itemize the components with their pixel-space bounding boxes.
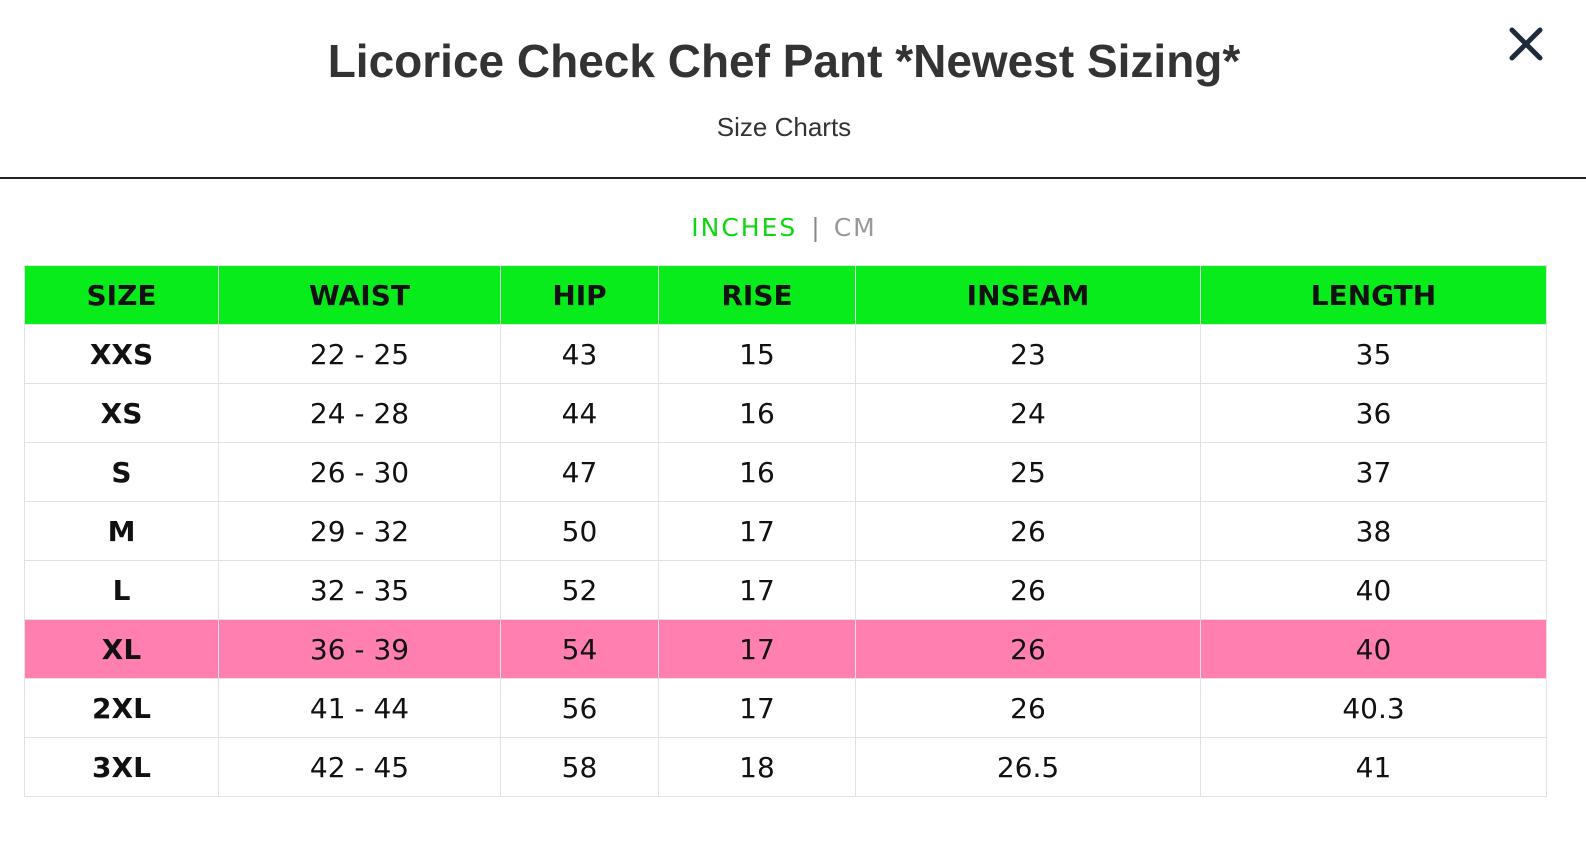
unit-separator: |	[811, 213, 820, 242]
table-cell-inseam: 26	[855, 560, 1201, 620]
table-cell-waist: 41 - 44	[218, 678, 501, 738]
table-body: XXS 22 - 25 43 15 23 35 XS 24 - 28 44 16 24 36 S 26 -…	[24, 324, 1547, 797]
column-header-size: SIZE	[24, 265, 219, 325]
table-cell-rise: 17	[658, 560, 856, 620]
unit-cm-tab[interactable]: CM	[833, 213, 877, 242]
close-button[interactable]	[1502, 20, 1550, 68]
table-cell-hip: 56	[500, 678, 659, 738]
table-cell-length: 37	[1200, 442, 1547, 502]
table-cell-length: 40.3	[1200, 678, 1547, 738]
table-cell-inseam: 23	[855, 324, 1201, 384]
table-cell-waist: 22 - 25	[218, 324, 501, 384]
table-cell-rise: 15	[658, 324, 856, 384]
table-cell-rise: 17	[658, 678, 856, 738]
table-cell-length: 38	[1200, 501, 1547, 561]
table-cell-inseam: 24	[855, 383, 1201, 443]
table-cell-hip: 50	[500, 501, 659, 561]
table-header-row: SIZE WAIST HIP RISE INSEAM LENGTH	[24, 265, 1547, 325]
unit-toggle: INCHES | CM	[0, 210, 1568, 246]
table-cell-hip: 54	[500, 619, 659, 679]
table-cell-hip: 52	[500, 560, 659, 620]
table-cell-waist: 29 - 32	[218, 501, 501, 561]
column-header-inseam: INSEAM	[855, 265, 1201, 325]
table-cell-rise: 17	[658, 501, 856, 561]
table-cell-length: 36	[1200, 383, 1547, 443]
table-row: L 32 - 35 52 17 26 40	[24, 560, 1547, 620]
column-header-length: LENGTH	[1200, 265, 1547, 325]
table-cell-length: 40	[1200, 560, 1547, 620]
table-cell-waist: 32 - 35	[218, 560, 501, 620]
table-cell-waist: 42 - 45	[218, 737, 501, 797]
table-cell-rise: 17	[658, 619, 856, 679]
table-row: XL 36 - 39 54 17 26 40	[24, 619, 1547, 679]
table-cell-size: XS	[24, 383, 219, 443]
table-cell-size: XXS	[24, 324, 219, 384]
table-row: S 26 - 30 47 16 25 37	[24, 442, 1547, 502]
table-cell-waist: 24 - 28	[218, 383, 501, 443]
table-cell-inseam: 26	[855, 619, 1201, 679]
table-cell-size: 2XL	[24, 678, 219, 738]
page-subtitle: Size Charts	[716, 112, 852, 142]
table-cell-size: 3XL	[24, 737, 219, 797]
close-icon	[1509, 27, 1543, 61]
column-header-hip: HIP	[500, 265, 659, 325]
table-cell-inseam: 26	[855, 678, 1201, 738]
column-header-rise: RISE	[658, 265, 856, 325]
table-cell-length: 35	[1200, 324, 1547, 384]
table-cell-size: L	[24, 560, 219, 620]
table-row: 2XL 41 - 44 56 17 26 40.3	[24, 678, 1547, 738]
modal-header: Licorice Check Chef Pant *Newest Sizing*…	[0, 0, 1586, 179]
table-cell-hip: 47	[500, 442, 659, 502]
unit-inches-tab[interactable]: INCHES	[691, 213, 798, 242]
table-cell-inseam: 25	[855, 442, 1201, 502]
table-cell-length: 41	[1200, 737, 1547, 797]
table-row: M 29 - 32 50 17 26 38	[24, 501, 1547, 561]
table-cell-inseam: 26.5	[855, 737, 1201, 797]
column-header-waist: WAIST	[218, 265, 501, 325]
table-cell-size: XL	[24, 619, 219, 679]
page-title: Licorice Check Chef Pant *Newest Sizing*	[327, 35, 1241, 87]
table-cell-rise: 16	[658, 383, 856, 443]
table-row: XS 24 - 28 44 16 24 36	[24, 383, 1547, 443]
table-row: XXS 22 - 25 43 15 23 35	[24, 324, 1547, 384]
table-cell-rise: 16	[658, 442, 856, 502]
table-cell-hip: 43	[500, 324, 659, 384]
table-cell-hip: 44	[500, 383, 659, 443]
table-cell-hip: 58	[500, 737, 659, 797]
table-cell-waist: 26 - 30	[218, 442, 501, 502]
table-row: 3XL 42 - 45 58 18 26.5 41	[24, 737, 1547, 797]
table-cell-rise: 18	[658, 737, 856, 797]
table-cell-length: 40	[1200, 619, 1547, 679]
table-cell-waist: 36 - 39	[218, 619, 501, 679]
table-cell-inseam: 26	[855, 501, 1201, 561]
table-cell-size: S	[24, 442, 219, 502]
table-cell-size: M	[24, 501, 219, 561]
size-chart-table: SIZE WAIST HIP RISE INSEAM LENGTH XXS 22 …	[24, 265, 1547, 797]
